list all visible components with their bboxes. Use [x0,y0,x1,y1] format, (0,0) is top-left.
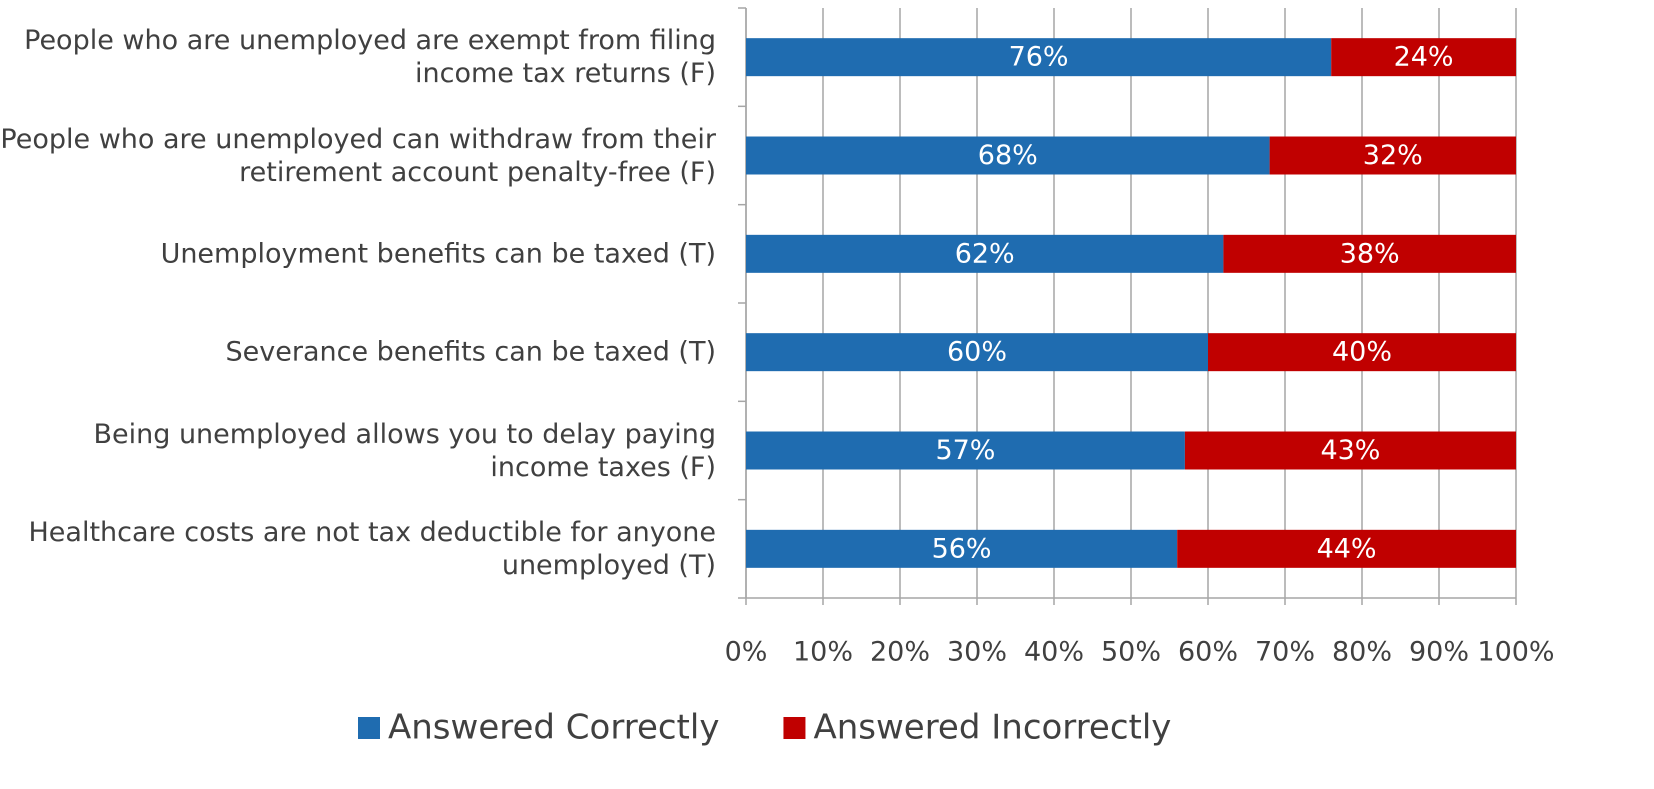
data-label: 76% [1009,42,1069,73]
x-tick-label: 20% [870,637,930,668]
bar [1223,234,1516,273]
x-tick-label: 80% [1332,637,1392,668]
bar [746,136,1270,175]
category-label: People who are unemployed can withdraw f… [0,123,716,188]
data-label: 40% [1332,337,1392,368]
legend-swatch [358,717,380,739]
data-label: 44% [1317,533,1377,564]
data-label: 57% [935,435,995,466]
x-tick-label: 40% [1024,637,1084,668]
x-tick-label: 0% [725,637,768,668]
bar [746,234,1224,273]
category-label: People who are unemployed are exempt fro… [24,25,716,90]
bar [1208,333,1516,372]
bar [1269,136,1516,175]
bar [1177,529,1516,568]
x-tick-label: 50% [1101,637,1161,668]
bar [746,431,1185,470]
bar [1331,38,1516,77]
legend-label: Answered Incorrectly [813,708,1171,748]
x-tick-label: 10% [793,637,853,668]
bar [1184,431,1516,470]
bar [746,529,1178,568]
legend-label: Answered Correctly [388,708,719,748]
category-label: Being unemployed allows you to delay pay… [93,418,716,483]
x-tick-label: 90% [1409,637,1469,668]
data-label: 24% [1394,42,1454,73]
category-label: Severance benefits can be taxed (T) [225,336,716,368]
category-label: Healthcare costs are not tax deductible … [28,516,716,581]
x-tick-label: 100% [1477,637,1554,668]
x-tick-label: 30% [947,637,1007,668]
data-label: 68% [978,140,1038,171]
x-tick-label: 70% [1255,637,1315,668]
data-label: 43% [1320,435,1380,466]
category-label: Unemployment benefits can be taxed (T) [160,238,716,270]
bar [746,333,1208,372]
legend-swatch [783,717,806,739]
data-label: 56% [932,533,992,564]
data-label: 32% [1363,140,1423,171]
data-label: 38% [1340,238,1400,269]
x-tick-label: 60% [1178,637,1238,668]
data-label: 62% [955,238,1015,269]
data-label: 60% [947,337,1007,368]
bar [746,38,1332,77]
